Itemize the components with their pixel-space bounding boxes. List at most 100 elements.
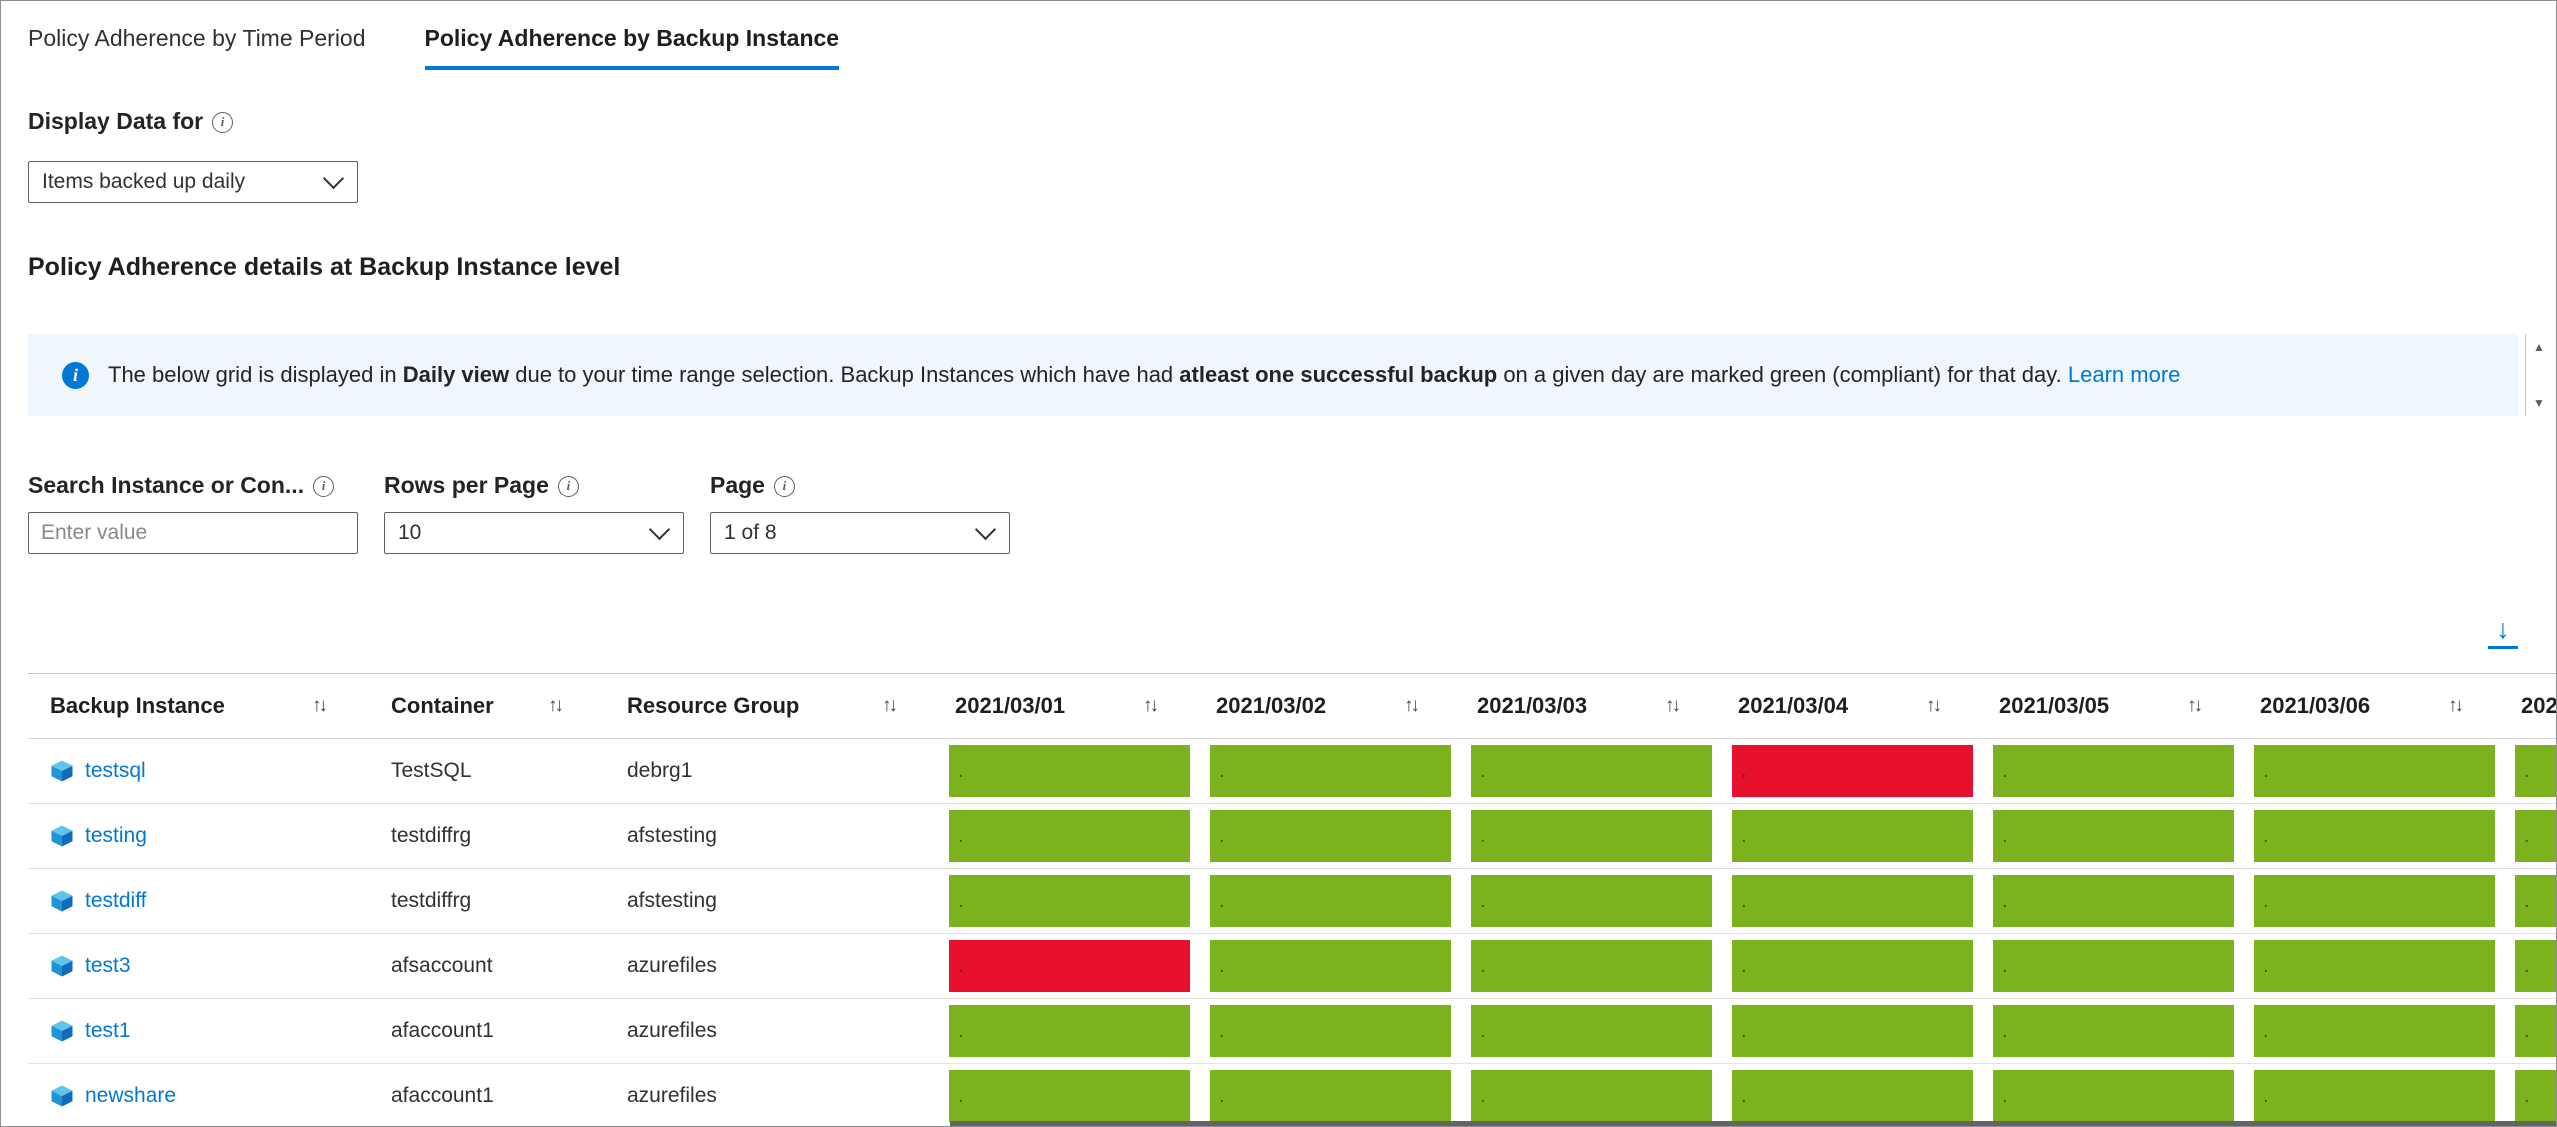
horizontal-scrollbar-thumb[interactable]: [950, 1121, 2556, 1126]
status-block-green: .: [2515, 1070, 2556, 1122]
status-block-green: .: [1210, 875, 1451, 927]
status-block-green: .: [2254, 810, 2495, 862]
status-block-green: .: [1993, 940, 2234, 992]
info-icon[interactable]: i: [313, 475, 335, 497]
tab-policy-adherence-by-time-period[interactable]: Policy Adherence by Time Period: [28, 25, 366, 51]
tab-policy-adherence-by-backup-instance[interactable]: Policy Adherence by Backup Instance: [424, 25, 840, 70]
status-block-green: .: [1210, 810, 1451, 862]
backup-instance-icon: [50, 954, 74, 978]
status-cell: .: [2244, 738, 2505, 804]
sort-icon[interactable]: ↑↓: [1143, 695, 1159, 716]
status-cell: .: [1461, 738, 1722, 804]
column-header[interactable]: 2021/03/01 ↑↓: [939, 673, 1200, 739]
rows-per-page-value: 10: [398, 521, 422, 544]
status-cell: .: [1722, 803, 1983, 869]
sort-icon[interactable]: ↑↓: [548, 695, 564, 716]
backup-instance-icon: [50, 824, 74, 848]
banner-bold-daily-view: Daily view: [402, 362, 510, 387]
status-block-green: .: [1993, 1070, 2234, 1122]
display-data-for-dropdown[interactable]: Items backed up daily: [28, 161, 358, 203]
container-cell: afsaccount: [369, 933, 605, 999]
status-block-green: .: [2515, 875, 2556, 927]
rows-per-page-dropdown[interactable]: 10: [384, 512, 684, 554]
column-header[interactable]: Container ↑↓: [369, 673, 605, 739]
column-label: 202: [2521, 693, 2557, 718]
chevron-down-icon: [322, 167, 345, 190]
table-row: testsql TestSQL debrg1.......: [28, 738, 2556, 804]
page-dropdown[interactable]: 1 of 8: [710, 512, 1010, 554]
status-block-green: .: [2515, 745, 2556, 797]
sort-icon[interactable]: ↑↓: [312, 695, 328, 716]
sort-icon[interactable]: ↑↓: [1665, 695, 1681, 716]
status-cell: .: [2244, 803, 2505, 869]
table-container: Backup Instance ↑↓ Container ↑↓ Resource Gro…: [28, 673, 2557, 1126]
backup-instance-link[interactable]: test3: [85, 954, 131, 977]
status-block-green: .: [949, 745, 1190, 797]
status-block-green: .: [1471, 745, 1712, 797]
container-cell: TestSQL: [369, 738, 605, 804]
status-cell: .: [1200, 738, 1461, 804]
backup-instance-link[interactable]: test1: [85, 1019, 131, 1042]
banner-text-part: due to your time range selection. Backup…: [509, 362, 1180, 387]
info-icon[interactable]: i: [557, 475, 579, 497]
resource-group-cell: afstesting: [605, 868, 939, 934]
column-header[interactable]: 2021/03/02 ↑↓: [1200, 673, 1461, 739]
section-title: Policy Adherence details at Backup Insta…: [28, 253, 621, 281]
status-cell: .: [1200, 868, 1461, 934]
rows-per-page-group: Rows per Page i 10: [384, 472, 684, 554]
column-header[interactable]: 2021/03/03 ↑↓: [1461, 673, 1722, 739]
learn-more-link[interactable]: Learn more: [2067, 362, 2181, 387]
sort-icon[interactable]: ↑↓: [1926, 695, 1942, 716]
backup-instance-link[interactable]: newshare: [85, 1084, 177, 1107]
status-block-green: .: [1732, 810, 1973, 862]
column-header[interactable]: Resource Group ↑↓: [605, 673, 939, 739]
column-header[interactable]: 2021/03/06 ↑↓: [2244, 673, 2505, 739]
backup-instance-link[interactable]: testing: [85, 824, 147, 847]
scroll-down-icon[interactable]: ▼: [2533, 396, 2545, 410]
table-row: test1 afaccount1 azurefiles.......: [28, 998, 2556, 1064]
status-cell: .: [1200, 998, 1461, 1064]
backup-instance-link[interactable]: testsql: [85, 759, 146, 782]
status-block-green: .: [2515, 810, 2556, 862]
status-cell: .: [1722, 738, 1983, 804]
info-icon[interactable]: i: [212, 111, 234, 133]
status-block-green: .: [2515, 940, 2556, 992]
container-cell: testdiffrg: [369, 868, 605, 934]
resource-group-cell: azurefiles: [605, 1063, 939, 1126]
column-header[interactable]: 202↑↓: [2505, 673, 2557, 739]
status-cell: .: [939, 933, 1200, 999]
sort-icon[interactable]: ↑↓: [882, 695, 898, 716]
info-icon[interactable]: i: [773, 475, 795, 497]
search-input[interactable]: [28, 512, 358, 554]
status-block-green: .: [1732, 940, 1973, 992]
status-cell: .: [1983, 803, 2244, 869]
banner-text-part: on a given day are marked green (complia…: [1497, 362, 2068, 387]
page-group: Page i 1 of 8: [710, 472, 1010, 554]
sort-icon[interactable]: ↑↓: [2187, 695, 2203, 716]
status-block-green: .: [2254, 1070, 2495, 1122]
chevron-down-icon: [974, 518, 997, 541]
status-block-green: .: [949, 1070, 1190, 1122]
status-block-green: .: [2515, 1005, 2556, 1057]
status-block-green: .: [1471, 1070, 1712, 1122]
status-block-green: .: [1993, 745, 2234, 797]
sort-icon[interactable]: ↑↓: [2448, 695, 2464, 716]
column-label: 2021/03/04: [1738, 693, 1849, 718]
table-row: newshare afaccount1 azurefiles.......: [28, 1063, 2556, 1126]
resource-group-cell: azurefiles: [605, 933, 939, 999]
status-cell: .: [2505, 933, 2556, 999]
column-header[interactable]: 2021/03/05 ↑↓: [1983, 673, 2244, 739]
tab-bar: Policy Adherence by Time Period Policy A…: [1, 1, 2556, 70]
backup-instance-link[interactable]: testdiff: [85, 889, 147, 912]
sort-icon[interactable]: ↑↓: [1404, 695, 1420, 716]
download-icon[interactable]: ↓: [2488, 616, 2518, 649]
status-cell: .: [1722, 933, 1983, 999]
table-row: testing testdiffrg afstesting.......: [28, 803, 2556, 869]
status-block-red: .: [949, 940, 1190, 992]
column-header[interactable]: Backup Instance ↑↓: [28, 673, 369, 739]
backup-instance-cell: testsql: [28, 738, 369, 804]
scroll-up-icon[interactable]: ▲: [2533, 340, 2545, 354]
column-header[interactable]: 2021/03/04 ↑↓: [1722, 673, 1983, 739]
page-value: 1 of 8: [724, 521, 777, 544]
